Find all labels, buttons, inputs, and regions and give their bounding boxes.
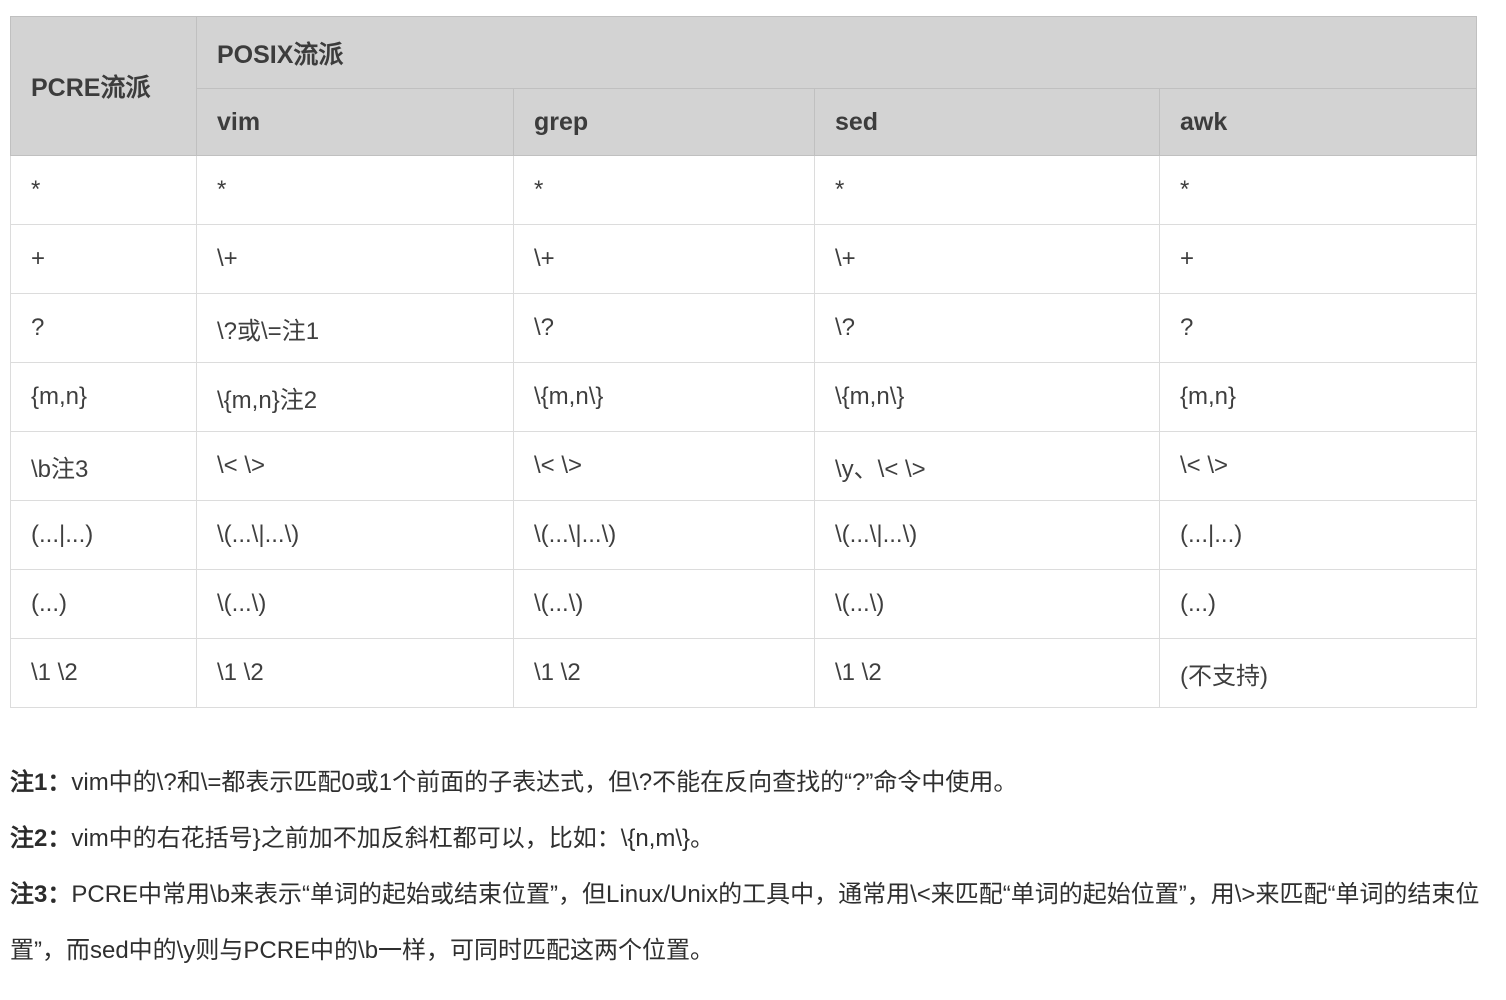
table-cell: \y、\< \> [814,431,1160,501]
note-1: 注1：vim中的\?和\=都表示匹配0或1个前面的子表达式，但\?不能在反向查找… [10,755,1496,811]
table-row: \1 \2 \1 \2 \1 \2 \1 \2 (不支持) [10,638,1478,708]
table-cell: ? [1158,293,1478,363]
table-cell: \+ [513,224,815,294]
table-cell: {m,n} [1158,362,1478,432]
table-cell: \{m,n\} [814,362,1160,432]
table-cell: \b注3 [10,431,197,501]
table-cell: \< \> [196,431,514,501]
note-1-text: vim中的\?和\=都表示匹配0或1个前面的子表达式，但\?不能在反向查找的“?… [71,769,1018,796]
table-row: {m,n} \{m,n}注2 \{m,n\} \{m,n\} {m,n} [10,362,1478,432]
note-2-label: 注2： [10,825,72,852]
table-cell: \? [513,293,815,363]
table-cell: \+ [814,224,1160,294]
note-2: 注2：vim中的右花括号}之前加不加反斜杠都可以，比如：\{n,m\}。 [10,811,1496,867]
table-row: ? \?或\=注1 \? \? ? [10,293,1478,363]
column-header-awk: awk [1158,88,1478,156]
table-cell: (不支持) [1158,638,1478,708]
table-cell: + [10,224,197,294]
note-1-label: 注1： [10,769,72,796]
table-cell: \?或\=注1 [196,293,514,363]
table-cell: \(...\) [196,569,514,639]
table-cell: \{m,n}注2 [196,362,514,432]
table-cell: \(...\|...\) [513,500,815,570]
regex-syntax-comparison-table: PCRE流派 POSIX流派 vim grep sed awk * * * * … [10,16,1478,708]
footnotes: 注1：vim中的\?和\=都表示匹配0或1个前面的子表达式，但\?不能在反向查找… [10,755,1496,979]
table-cell: \(...\) [513,569,815,639]
table-cell: \? [814,293,1160,363]
table-cell: * [10,155,197,225]
table-header-row-groups: PCRE流派 POSIX流派 [10,16,1478,156]
table-cell: (...) [1158,569,1478,639]
table-cell: * [814,155,1160,225]
table-header-row-tools: vim grep sed awk [11,88,1478,156]
column-header-grep: grep [513,88,815,156]
table-cell: (...) [10,569,197,639]
table-cell: (...|...) [10,500,197,570]
table-cell: \< \> [1158,431,1478,501]
table-row: (...) \(...\) \(...\) \(...\) (...) [10,569,1478,639]
note-2-text: vim中的右花括号}之前加不加反斜杠都可以，比如：\{n,m\}。 [71,825,715,852]
table-cell: \1 \2 [196,638,514,708]
note-3-label: 注3： [10,881,72,908]
table-cell: \1 \2 [814,638,1160,708]
table-cell: * [513,155,815,225]
table-cell: + [1158,224,1478,294]
table-cell: {m,n} [10,362,197,432]
table-cell: * [196,155,514,225]
note-3-text: PCRE中常用\b来表示“单词的起始或结束位置”，但Linux/Unix的工具中… [10,881,1480,964]
table-row: (...|...) \(...\|...\) \(...\|...\) \(..… [10,500,1478,570]
table-cell: \1 \2 [513,638,815,708]
table-cell: \(...\|...\) [814,500,1160,570]
table-cell: \(...\|...\) [196,500,514,570]
table-cell: \+ [196,224,514,294]
column-header-sed: sed [814,88,1160,156]
table-cell: * [1158,155,1478,225]
table-cell: ? [10,293,197,363]
table-cell: \1 \2 [10,638,197,708]
table-row: \b注3 \< \> \< \> \y、\< \> \< \> [10,431,1478,501]
table-cell: (...|...) [1158,500,1478,570]
column-header-vim: vim [196,88,514,156]
table-cell: \< \> [513,431,815,501]
table-cell: \{m,n\} [513,362,815,432]
column-header-pcre: PCRE流派 [10,16,197,156]
table-row: + \+ \+ \+ + [10,224,1478,294]
column-group-header-posix: POSIX流派 [195,16,1478,89]
table-cell: \(...\) [814,569,1160,639]
table-row: * * * * * [10,155,1478,225]
note-3: 注3：PCRE中常用\b来表示“单词的起始或结束位置”，但Linux/Unix的… [10,867,1496,979]
